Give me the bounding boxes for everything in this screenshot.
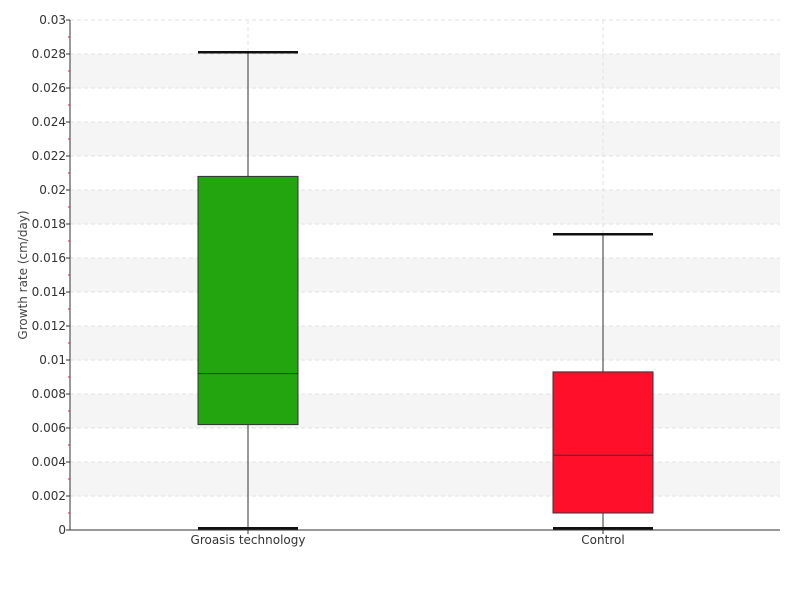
x-tick-label: Control [581,533,624,547]
grid-band [70,190,780,224]
y-tick-label: 0.018 [32,217,66,231]
y-tick-label: 0.028 [32,47,66,61]
y-tick-label: 0.006 [32,421,66,435]
box-group [197,51,299,530]
plot-bands [70,54,780,496]
box-body [552,371,654,514]
y-tick-label: 0.01 [39,353,66,367]
y-tick-label: 0.024 [32,115,66,129]
y-tick-label: 0.002 [32,489,66,503]
x-tick-label: Groasis technology [191,533,306,547]
y-tick-label: 0.016 [32,251,66,265]
grid-band [70,122,780,156]
y-tick-label: 0.02 [39,183,66,197]
box-group [552,232,654,530]
box-body [197,175,299,426]
y-axis-title: Growth rate (cm/day) [16,210,30,339]
y-tick-label: 0.03 [39,13,66,27]
y-tick-label: 0.008 [32,387,66,401]
y-tick-label: 0.026 [32,81,66,95]
y-tick-label: 0.012 [32,319,66,333]
grid-band [70,54,780,88]
y-tick-label: 0.004 [32,455,66,469]
grid-band [70,326,780,360]
boxes [197,51,654,530]
grid-band [70,394,780,428]
y-tick-label: 0.014 [32,285,66,299]
x-tick-labels: Groasis technology Control [191,533,625,547]
y-ticks: 0 0.002 0.004 0.006 0.008 0.01 0.012 0.014 0.016… [32,13,604,537]
y-tick-label: 0.022 [32,149,66,163]
grid-band [70,258,780,292]
y-tick-label: 0 [58,523,66,537]
grid-band [70,462,780,496]
